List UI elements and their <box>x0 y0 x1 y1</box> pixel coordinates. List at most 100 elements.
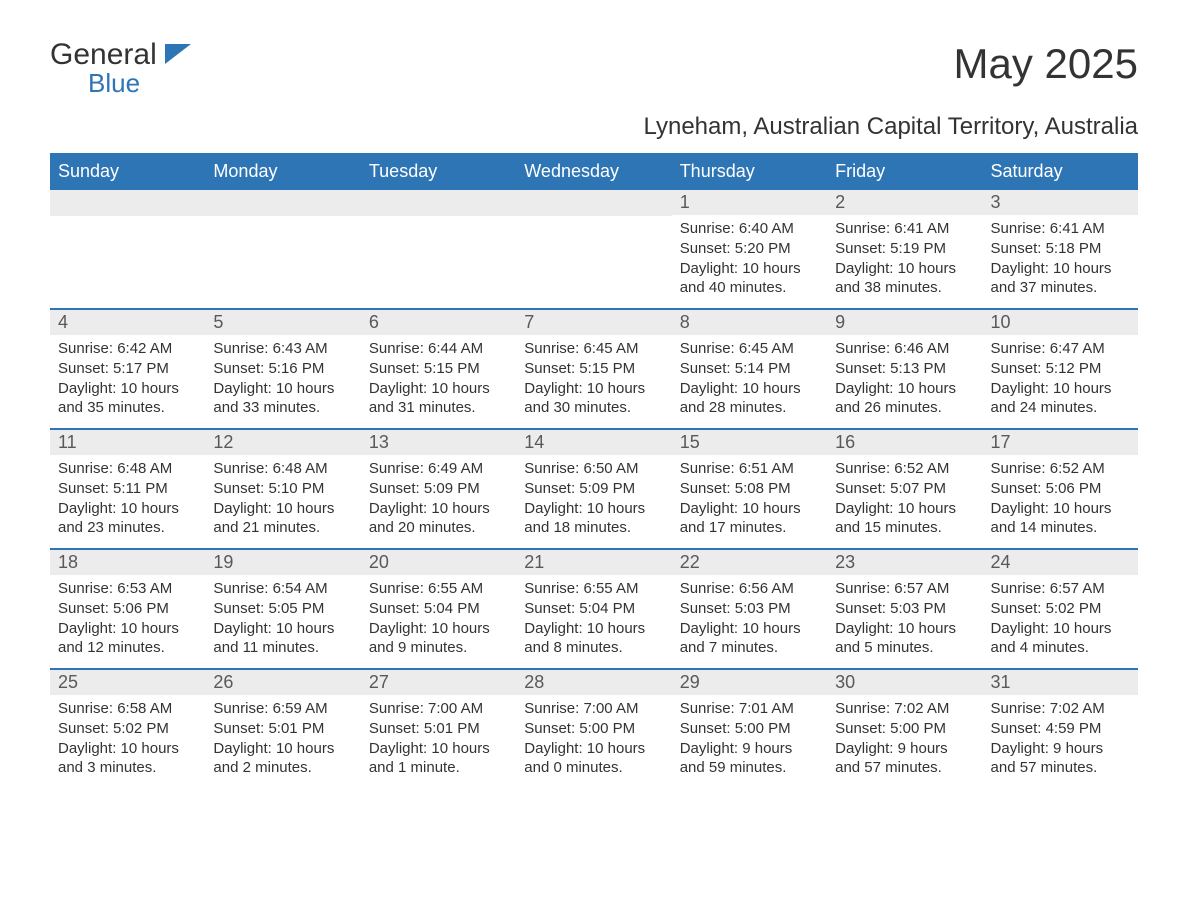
sunset-line: Sunset: 5:07 PM <box>835 479 976 499</box>
daylight-line: Daylight: 10 hours and 35 minutes. <box>58 379 199 419</box>
sunset-line: Sunset: 5:06 PM <box>991 479 1132 499</box>
calendar-day-cell: 12Sunrise: 6:48 AMSunset: 5:10 PMDayligh… <box>205 430 360 548</box>
calendar-day-body: Sunrise: 6:48 AMSunset: 5:10 PMDaylight:… <box>205 455 360 546</box>
calendar-day-number: 9 <box>827 310 982 335</box>
sunset-line: Sunset: 5:17 PM <box>58 359 199 379</box>
calendar-day-cell: 7Sunrise: 6:45 AMSunset: 5:15 PMDaylight… <box>516 310 671 428</box>
calendar-day-number: 2 <box>827 190 982 215</box>
calendar-day-cell: 6Sunrise: 6:44 AMSunset: 5:15 PMDaylight… <box>361 310 516 428</box>
calendar-day-number: 16 <box>827 430 982 455</box>
sunset-line: Sunset: 5:20 PM <box>680 239 821 259</box>
sunrise-line: Sunrise: 6:41 AM <box>835 219 976 239</box>
sunrise-line: Sunrise: 6:57 AM <box>835 579 976 599</box>
daylight-line: Daylight: 10 hours and 31 minutes. <box>369 379 510 419</box>
calendar-day-number: 22 <box>672 550 827 575</box>
calendar-week-row: 18Sunrise: 6:53 AMSunset: 5:06 PMDayligh… <box>50 548 1138 668</box>
calendar-day-number: 8 <box>672 310 827 335</box>
calendar-day-number: 6 <box>361 310 516 335</box>
logo-text-1: General <box>50 38 157 71</box>
daylight-line: Daylight: 10 hours and 30 minutes. <box>524 379 665 419</box>
calendar-day-number: 5 <box>205 310 360 335</box>
calendar-day-body: Sunrise: 6:50 AMSunset: 5:09 PMDaylight:… <box>516 455 671 546</box>
sunset-line: Sunset: 5:08 PM <box>680 479 821 499</box>
sunrise-line: Sunrise: 6:57 AM <box>991 579 1132 599</box>
calendar-day-cell: 28Sunrise: 7:00 AMSunset: 5:00 PMDayligh… <box>516 670 671 788</box>
calendar-day-number: 13 <box>361 430 516 455</box>
sunrise-line: Sunrise: 6:47 AM <box>991 339 1132 359</box>
logo: General Blue <box>50 40 191 99</box>
daylight-line: Daylight: 9 hours and 57 minutes. <box>835 739 976 779</box>
calendar-empty-daynum <box>50 190 205 216</box>
sunrise-line: Sunrise: 6:50 AM <box>524 459 665 479</box>
sunrise-line: Sunrise: 6:59 AM <box>213 699 354 719</box>
calendar-day-cell: 9Sunrise: 6:46 AMSunset: 5:13 PMDaylight… <box>827 310 982 428</box>
sunrise-line: Sunrise: 6:56 AM <box>680 579 821 599</box>
sunset-line: Sunset: 5:18 PM <box>991 239 1132 259</box>
sunset-line: Sunset: 5:03 PM <box>680 599 821 619</box>
calendar-day-body: Sunrise: 6:40 AMSunset: 5:20 PMDaylight:… <box>672 215 827 306</box>
calendar-day-cell: 17Sunrise: 6:52 AMSunset: 5:06 PMDayligh… <box>983 430 1138 548</box>
calendar-day-body: Sunrise: 7:02 AMSunset: 4:59 PMDaylight:… <box>983 695 1138 786</box>
calendar-day-body: Sunrise: 6:55 AMSunset: 5:04 PMDaylight:… <box>361 575 516 666</box>
calendar-day-cell: 23Sunrise: 6:57 AMSunset: 5:03 PMDayligh… <box>827 550 982 668</box>
sunset-line: Sunset: 5:16 PM <box>213 359 354 379</box>
calendar-day-cell: 16Sunrise: 6:52 AMSunset: 5:07 PMDayligh… <box>827 430 982 548</box>
calendar-day-cell <box>50 190 205 308</box>
calendar-day-body: Sunrise: 6:47 AMSunset: 5:12 PMDaylight:… <box>983 335 1138 426</box>
sunset-line: Sunset: 5:09 PM <box>524 479 665 499</box>
daylight-line: Daylight: 10 hours and 24 minutes. <box>991 379 1132 419</box>
sunrise-line: Sunrise: 6:45 AM <box>524 339 665 359</box>
daylight-line: Daylight: 10 hours and 40 minutes. <box>680 259 821 299</box>
calendar-week-row: 1Sunrise: 6:40 AMSunset: 5:20 PMDaylight… <box>50 190 1138 308</box>
daylight-line: Daylight: 10 hours and 12 minutes. <box>58 619 199 659</box>
daylight-line: Daylight: 10 hours and 21 minutes. <box>213 499 354 539</box>
sunrise-line: Sunrise: 6:41 AM <box>991 219 1132 239</box>
calendar-day-number: 27 <box>361 670 516 695</box>
calendar-day-number: 15 <box>672 430 827 455</box>
calendar-day-body: Sunrise: 6:51 AMSunset: 5:08 PMDaylight:… <box>672 455 827 546</box>
sunrise-line: Sunrise: 6:52 AM <box>835 459 976 479</box>
daylight-line: Daylight: 10 hours and 17 minutes. <box>680 499 821 539</box>
calendar-day-cell: 19Sunrise: 6:54 AMSunset: 5:05 PMDayligh… <box>205 550 360 668</box>
sunrise-line: Sunrise: 6:48 AM <box>213 459 354 479</box>
calendar-day-cell: 22Sunrise: 6:56 AMSunset: 5:03 PMDayligh… <box>672 550 827 668</box>
calendar-day-body: Sunrise: 6:46 AMSunset: 5:13 PMDaylight:… <box>827 335 982 426</box>
sunset-line: Sunset: 5:01 PM <box>369 719 510 739</box>
calendar-header-wednesday: Wednesday <box>516 153 671 190</box>
sunrise-line: Sunrise: 6:40 AM <box>680 219 821 239</box>
daylight-line: Daylight: 10 hours and 38 minutes. <box>835 259 976 299</box>
calendar-day-body: Sunrise: 6:55 AMSunset: 5:04 PMDaylight:… <box>516 575 671 666</box>
daylight-line: Daylight: 10 hours and 7 minutes. <box>680 619 821 659</box>
calendar-day-cell: 3Sunrise: 6:41 AMSunset: 5:18 PMDaylight… <box>983 190 1138 308</box>
calendar-day-number: 1 <box>672 190 827 215</box>
daylight-line: Daylight: 10 hours and 18 minutes. <box>524 499 665 539</box>
calendar-day-body: Sunrise: 7:02 AMSunset: 5:00 PMDaylight:… <box>827 695 982 786</box>
calendar-day-cell: 1Sunrise: 6:40 AMSunset: 5:20 PMDaylight… <box>672 190 827 308</box>
daylight-line: Daylight: 10 hours and 37 minutes. <box>991 259 1132 299</box>
daylight-line: Daylight: 10 hours and 0 minutes. <box>524 739 665 779</box>
sunset-line: Sunset: 5:00 PM <box>524 719 665 739</box>
sunrise-line: Sunrise: 6:58 AM <box>58 699 199 719</box>
calendar-day-body: Sunrise: 6:57 AMSunset: 5:03 PMDaylight:… <box>827 575 982 666</box>
calendar-day-body: Sunrise: 6:42 AMSunset: 5:17 PMDaylight:… <box>50 335 205 426</box>
sunset-line: Sunset: 5:06 PM <box>58 599 199 619</box>
sunrise-line: Sunrise: 6:53 AM <box>58 579 199 599</box>
sunrise-line: Sunrise: 6:48 AM <box>58 459 199 479</box>
calendar-header-thursday: Thursday <box>672 153 827 190</box>
calendar-day-body: Sunrise: 6:52 AMSunset: 5:06 PMDaylight:… <box>983 455 1138 546</box>
calendar-day-body: Sunrise: 6:56 AMSunset: 5:03 PMDaylight:… <box>672 575 827 666</box>
calendar-empty-daynum <box>516 190 671 216</box>
sunset-line: Sunset: 5:10 PM <box>213 479 354 499</box>
calendar-day-body: Sunrise: 6:48 AMSunset: 5:11 PMDaylight:… <box>50 455 205 546</box>
calendar-day-cell: 8Sunrise: 6:45 AMSunset: 5:14 PMDaylight… <box>672 310 827 428</box>
daylight-line: Daylight: 10 hours and 20 minutes. <box>369 499 510 539</box>
calendar-day-cell <box>361 190 516 308</box>
calendar-empty-daynum <box>361 190 516 216</box>
calendar-day-number: 12 <box>205 430 360 455</box>
calendar-day-cell: 25Sunrise: 6:58 AMSunset: 5:02 PMDayligh… <box>50 670 205 788</box>
sunrise-line: Sunrise: 6:44 AM <box>369 339 510 359</box>
daylight-line: Daylight: 10 hours and 11 minutes. <box>213 619 354 659</box>
calendar-day-body: Sunrise: 6:43 AMSunset: 5:16 PMDaylight:… <box>205 335 360 426</box>
sunset-line: Sunset: 5:04 PM <box>369 599 510 619</box>
calendar-day-number: 14 <box>516 430 671 455</box>
